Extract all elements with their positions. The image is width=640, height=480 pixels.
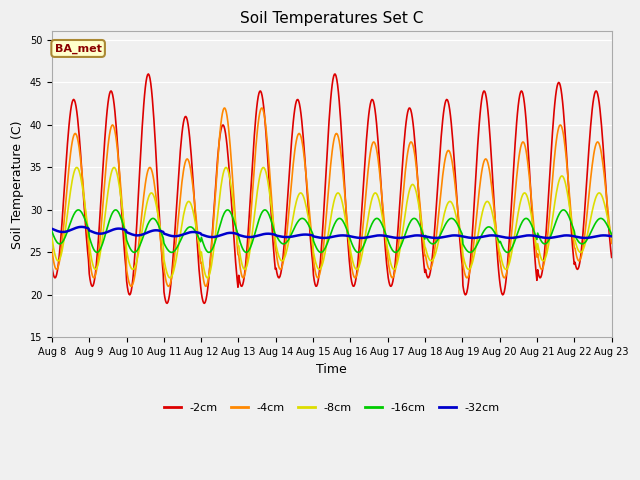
Y-axis label: Soil Temperature (C): Soil Temperature (C) <box>11 120 24 249</box>
Text: BA_met: BA_met <box>54 43 102 54</box>
Legend: -2cm, -4cm, -8cm, -16cm, -32cm: -2cm, -4cm, -8cm, -16cm, -32cm <box>159 398 504 418</box>
Title: Soil Temperatures Set C: Soil Temperatures Set C <box>240 11 424 26</box>
X-axis label: Time: Time <box>316 362 347 376</box>
